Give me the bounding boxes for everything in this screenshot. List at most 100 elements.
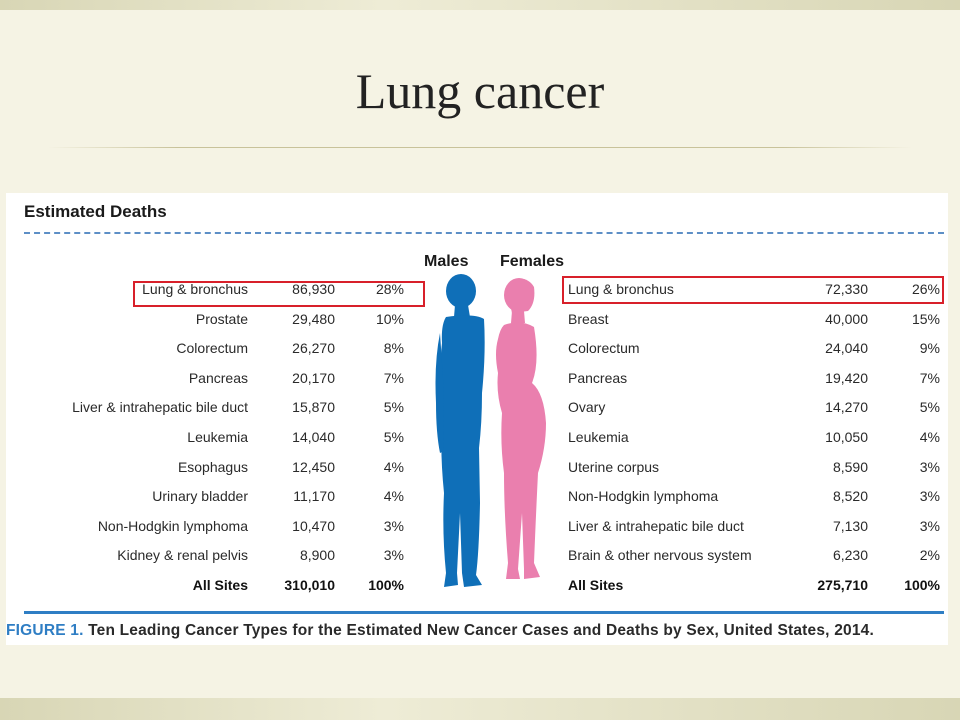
deaths-cell: 10,470 bbox=[292, 517, 335, 534]
percent-cell: 15% bbox=[911, 310, 940, 327]
deaths-cell: 275,710 bbox=[817, 577, 868, 593]
figure-panel: Estimated Deaths Males Females Lung & br… bbox=[6, 193, 948, 645]
site-cell: Lung & bronchus bbox=[568, 281, 674, 297]
females-label: Females bbox=[500, 253, 565, 270]
table-row: Ovary 14,270 5% bbox=[566, 399, 942, 421]
deaths-cell: 10,050 bbox=[825, 429, 868, 445]
male-lung-highlight-box bbox=[133, 281, 425, 307]
female-lung-highlight-box bbox=[562, 276, 944, 304]
percent-cell: 4% bbox=[919, 429, 940, 445]
deaths-cell: 12,450 bbox=[292, 458, 335, 475]
site-cell: Kidney & renal pelvis bbox=[117, 547, 248, 564]
figure-caption-text: Ten Leading Cancer Types for the Estimat… bbox=[88, 622, 874, 639]
table-row: Leukemia 14,040 5% bbox=[6, 429, 416, 451]
deaths-cell: 86,930 bbox=[292, 281, 335, 297]
percent-cell: 3% bbox=[919, 488, 940, 505]
site-cell: Colorectum bbox=[568, 340, 640, 357]
table-row: Non-Hodgkin lymphoma 8,520 3% bbox=[566, 488, 942, 510]
heading-dashed-rule bbox=[24, 232, 944, 234]
deaths-cell: 40,000 bbox=[825, 310, 868, 327]
site-cell: Uterine corpus bbox=[568, 458, 660, 475]
males-label: Males bbox=[424, 253, 469, 270]
table-row: Esophagus 12,450 4% bbox=[6, 459, 416, 481]
figure-heading: Estimated Deaths bbox=[24, 202, 167, 221]
percent-cell: 28% bbox=[375, 281, 404, 297]
deaths-cell: 24,040 bbox=[825, 340, 868, 357]
table-row: Liver & intrahepatic bile duct 15,870 5% bbox=[6, 399, 416, 421]
female-silhouette-icon bbox=[496, 278, 546, 579]
site-cell: Brain & other nervous system bbox=[568, 547, 752, 564]
deaths-cell: 19,420 bbox=[825, 369, 868, 386]
percent-cell: 100% bbox=[904, 577, 940, 593]
male-silhouette-icon bbox=[435, 274, 485, 587]
percent-cell: 3% bbox=[919, 517, 940, 534]
title-divider bbox=[48, 147, 912, 148]
deaths-cell: 14,040 bbox=[292, 429, 335, 445]
percent-cell: 100% bbox=[368, 577, 404, 593]
percent-cell: 7% bbox=[383, 369, 404, 386]
percent-cell: 26% bbox=[911, 281, 940, 297]
table-row: Liver & intrahepatic bile duct 7,130 3% bbox=[566, 518, 942, 540]
deaths-cell: 310,010 bbox=[284, 577, 335, 593]
percent-cell: 10% bbox=[375, 310, 404, 327]
percent-cell: 3% bbox=[383, 547, 404, 564]
site-cell: Pancreas bbox=[568, 369, 628, 386]
percent-cell: 8% bbox=[383, 340, 404, 357]
site-cell: Leukemia bbox=[568, 429, 629, 445]
deaths-cell: 8,900 bbox=[299, 547, 335, 564]
deaths-cell: 11,170 bbox=[293, 488, 335, 505]
slide-bottom-band bbox=[0, 698, 960, 720]
deaths-cell: 15,870 bbox=[292, 399, 335, 416]
site-cell: All Sites bbox=[568, 577, 624, 593]
table-row: Pancreas 19,420 7% bbox=[566, 370, 942, 392]
site-cell: Colorectum bbox=[176, 340, 248, 357]
site-cell: Esophagus bbox=[177, 458, 248, 475]
table-row: Uterine corpus 8,590 3% bbox=[566, 459, 942, 481]
percent-cell: 9% bbox=[919, 340, 940, 357]
table-row: Urinary bladder 11,170 4% bbox=[6, 488, 416, 510]
slide-title: Lung cancer bbox=[355, 63, 605, 119]
table-row: Breast 40,000 15% bbox=[566, 311, 942, 333]
table-row: Leukemia 10,050 4% bbox=[566, 429, 942, 451]
percent-cell: 5% bbox=[919, 399, 940, 416]
percent-cell: 4% bbox=[383, 488, 404, 505]
figure-bottom-rule bbox=[24, 611, 944, 614]
site-cell: Ovary bbox=[568, 399, 606, 416]
site-cell: Liver & intrahepatic bile duct bbox=[568, 517, 744, 534]
site-cell: Breast bbox=[568, 310, 609, 327]
site-cell: Prostate bbox=[195, 310, 248, 327]
site-cell: All Sites bbox=[192, 577, 248, 593]
table-row: All Sites 275,710 100% bbox=[566, 577, 942, 599]
table-row: Colorectum 24,040 9% bbox=[566, 340, 942, 362]
percent-cell: 4% bbox=[383, 458, 404, 475]
deaths-cell: 14,270 bbox=[825, 399, 868, 416]
site-cell: Lung & bronchus bbox=[142, 281, 248, 297]
site-cell: Pancreas bbox=[188, 369, 248, 386]
deaths-cell: 6,230 bbox=[832, 547, 868, 564]
site-cell: Leukemia bbox=[187, 429, 248, 445]
deaths-cell: 72,330 bbox=[825, 281, 868, 297]
deaths-cell: 8,590 bbox=[832, 458, 868, 475]
percent-cell: 7% bbox=[919, 369, 940, 386]
table-row: Lung & bronchus 72,330 26% bbox=[566, 281, 942, 303]
table-row: Non-Hodgkin lymphoma 10,470 3% bbox=[6, 518, 416, 540]
site-cell: Liver & intrahepatic bile duct bbox=[72, 399, 248, 416]
site-cell: Urinary bladder bbox=[152, 488, 248, 505]
deaths-cell: 20,170 bbox=[292, 369, 335, 386]
percent-cell: 3% bbox=[383, 517, 404, 534]
table-row: Brain & other nervous system 6,230 2% bbox=[566, 547, 942, 569]
percent-cell: 5% bbox=[383, 399, 404, 416]
site-cell: Non-Hodgkin lymphoma bbox=[97, 517, 248, 534]
deaths-cell: 29,480 bbox=[292, 310, 335, 327]
deaths-cell: 8,520 bbox=[832, 488, 868, 505]
table-row: Colorectum 26,270 8% bbox=[6, 340, 416, 362]
deaths-cell: 7,130 bbox=[832, 517, 868, 534]
percent-cell: 2% bbox=[919, 547, 940, 564]
table-row: Prostate 29,480 10% bbox=[6, 311, 416, 333]
table-row: Kidney & renal pelvis 8,900 3% bbox=[6, 547, 416, 569]
site-cell: Non-Hodgkin lymphoma bbox=[568, 488, 719, 505]
table-row: All Sites 310,010 100% bbox=[6, 577, 416, 599]
percent-cell: 3% bbox=[919, 458, 940, 475]
figure-caption-label: FIGURE 1. bbox=[6, 622, 84, 639]
deaths-cell: 26,270 bbox=[292, 340, 335, 357]
